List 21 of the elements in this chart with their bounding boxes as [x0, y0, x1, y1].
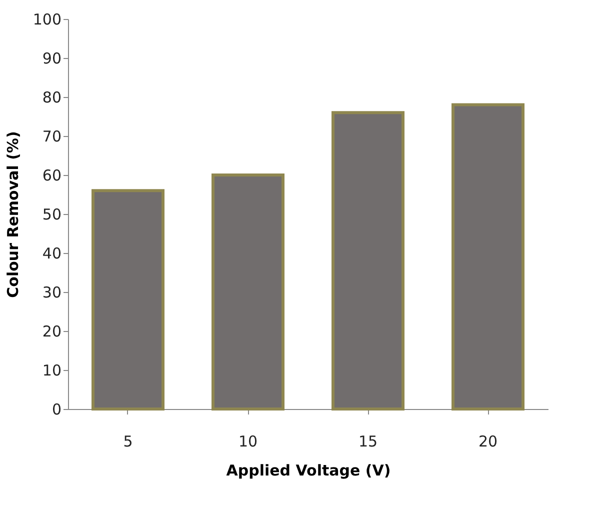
y-tick-label: 0	[52, 400, 62, 418]
y-axis-title: Colour Removal (%)	[4, 131, 22, 298]
y-tick-label: 70	[42, 128, 62, 146]
y-tick-label: 100	[32, 10, 62, 28]
y-tick-label: 20	[42, 322, 62, 340]
bar	[212, 174, 284, 410]
x-axis-title: Applied Voltage (V)	[226, 462, 391, 480]
x-tick-label: 20	[478, 432, 498, 450]
bar	[92, 189, 164, 410]
x-tick-label: 5	[123, 432, 133, 450]
bar	[332, 111, 404, 410]
x-tick-label: 15	[358, 432, 378, 450]
y-tick-label: 10	[42, 362, 62, 380]
bar	[452, 103, 524, 410]
y-tick-label: 50	[42, 206, 62, 224]
y-tick-label: 80	[42, 88, 62, 106]
y-tick-label: 90	[42, 50, 62, 68]
y-tick-label: 60	[42, 166, 62, 184]
x-tick-label: 10	[238, 432, 258, 450]
y-tick-label: 40	[42, 244, 62, 262]
y-tick-label: 30	[42, 284, 62, 302]
